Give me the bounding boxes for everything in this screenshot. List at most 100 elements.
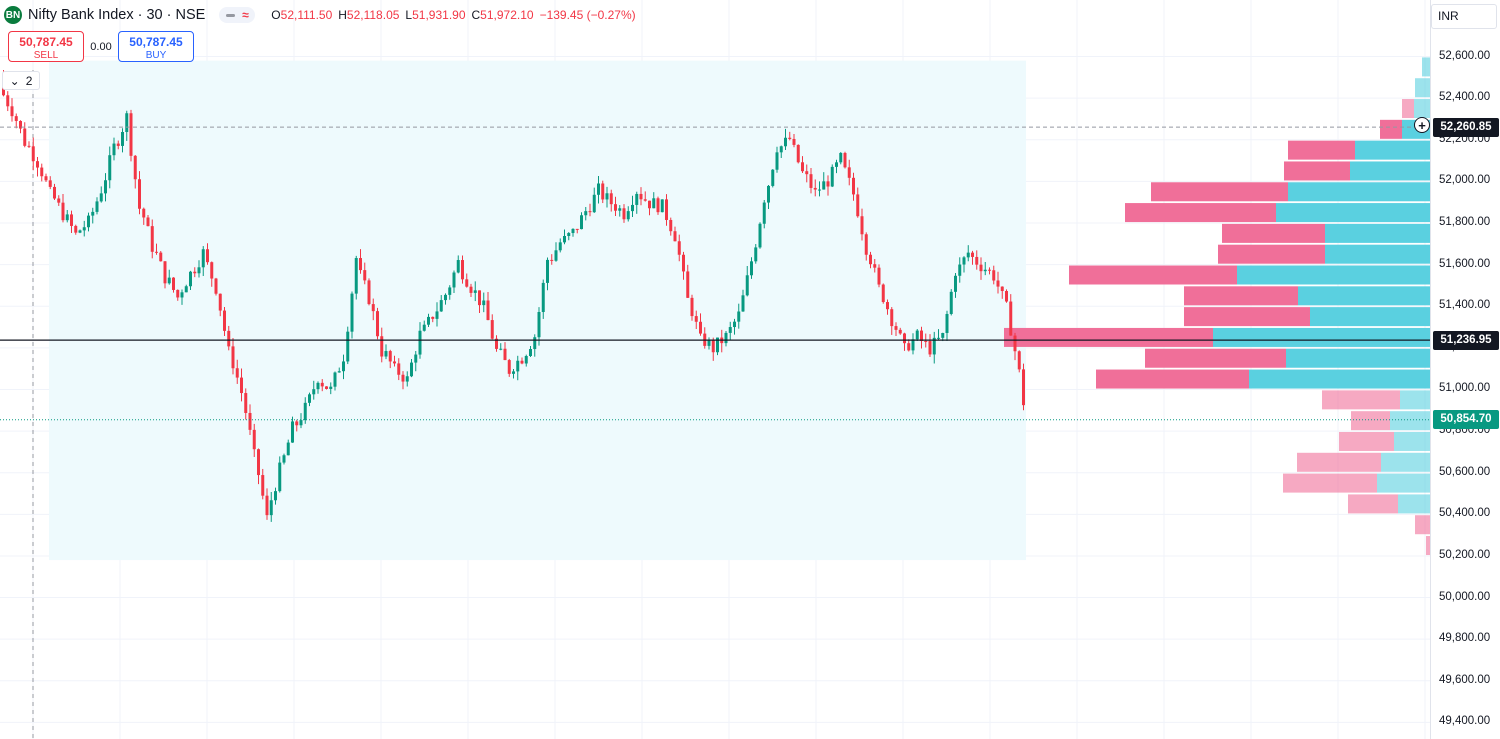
sell-price: 50,787.45 bbox=[19, 35, 73, 49]
price-axis[interactable]: 52,600.00 52,400.00 52,200.00 52,000.00 51,8… bbox=[1414, 0, 1500, 739]
ohlc-close: C51,972.10 bbox=[471, 8, 534, 22]
candle-down bbox=[150, 226, 154, 252]
volume-profile-sell-bar bbox=[1151, 182, 1288, 202]
candle-down bbox=[223, 310, 226, 331]
price-chart[interactable] bbox=[0, 0, 1430, 739]
candle-up bbox=[95, 201, 99, 212]
candle-down bbox=[843, 152, 847, 168]
volume-profile-buy-bar bbox=[1286, 348, 1430, 368]
candle-up bbox=[626, 211, 630, 220]
candle-down bbox=[397, 363, 401, 375]
candle-down bbox=[218, 293, 222, 311]
candle-down bbox=[673, 231, 677, 242]
volume-profile-buy-bar bbox=[1276, 203, 1430, 223]
candle-up bbox=[546, 259, 549, 283]
chart-pane[interactable] bbox=[0, 0, 1430, 739]
volume-profile-buy-bar bbox=[1237, 265, 1430, 285]
candle-down bbox=[992, 270, 996, 281]
candle-down bbox=[31, 146, 35, 162]
candle-up bbox=[750, 261, 753, 276]
volume-profile-sell-bar bbox=[1415, 515, 1430, 535]
candle-down bbox=[486, 300, 490, 321]
candle-up bbox=[299, 420, 303, 426]
price-tag[interactable]: 51,236.95 bbox=[1433, 330, 1499, 350]
candle-down bbox=[1005, 291, 1008, 302]
candle-up bbox=[660, 199, 664, 213]
candle-down bbox=[146, 217, 150, 227]
indicators-toggle[interactable]: ⌄ 2 bbox=[2, 71, 40, 90]
candle-down bbox=[788, 137, 792, 139]
candle-down bbox=[881, 284, 885, 303]
candle-up bbox=[189, 271, 192, 287]
volume-profile-sell-bar bbox=[1096, 369, 1249, 389]
volume-profile-sell-bar bbox=[1284, 161, 1350, 181]
candle-up bbox=[652, 198, 656, 209]
market-status[interactable]: ≈ bbox=[219, 7, 256, 23]
candle-down bbox=[826, 181, 830, 187]
symbol-title[interactable]: Nifty Bank Index · 30 · NSE bbox=[28, 7, 206, 23]
price-tick-label: 50,200.00 bbox=[1439, 548, 1491, 561]
candle-down bbox=[860, 216, 864, 235]
volume-profile-sell-bar bbox=[1125, 203, 1276, 223]
candle-up bbox=[983, 269, 987, 272]
candle-up bbox=[333, 372, 337, 387]
candle-up bbox=[405, 376, 409, 382]
volume-profile-buy-bar bbox=[1249, 369, 1430, 389]
candle-down bbox=[359, 258, 362, 271]
candle-down bbox=[928, 341, 932, 355]
candle-up bbox=[754, 247, 758, 262]
candle-down bbox=[682, 254, 685, 272]
candle-up bbox=[635, 193, 639, 205]
candle-down bbox=[74, 225, 78, 233]
candle-down bbox=[550, 259, 554, 261]
price-tick-label: 52,000.00 bbox=[1439, 174, 1491, 187]
candle-up bbox=[125, 113, 129, 132]
price-tag[interactable]: 50,854.70 bbox=[1433, 410, 1499, 430]
candle-down bbox=[14, 116, 18, 121]
candle-down bbox=[461, 260, 464, 280]
candle-down bbox=[495, 338, 498, 349]
candle-down bbox=[856, 194, 860, 217]
price-tag[interactable]: 52,260.85 + bbox=[1414, 116, 1499, 137]
candle-up bbox=[741, 295, 745, 312]
price-tick-label: 51,000.00 bbox=[1439, 382, 1491, 395]
indicator-count: 2 bbox=[25, 73, 33, 88]
volume-profile-sell-bar bbox=[1322, 390, 1400, 410]
candle-up bbox=[707, 340, 711, 346]
candle-down bbox=[1009, 301, 1013, 336]
price-tick-label: 49,400.00 bbox=[1439, 715, 1491, 728]
candle-down bbox=[711, 340, 715, 353]
volume-profile-buy-bar bbox=[1422, 57, 1430, 77]
volume-profile-buy-bar bbox=[1350, 161, 1430, 181]
candle-down bbox=[265, 495, 269, 516]
buy-button[interactable]: 50,787.45 BUY bbox=[118, 31, 194, 62]
candle-up bbox=[592, 194, 596, 213]
candle-up bbox=[410, 362, 413, 377]
candle-up bbox=[716, 337, 719, 353]
candle-down bbox=[431, 316, 435, 319]
candle-down bbox=[155, 251, 158, 253]
buy-price: 50,787.45 bbox=[129, 35, 183, 49]
candle-down bbox=[36, 161, 39, 168]
volume-profile-sell-bar bbox=[1297, 452, 1381, 472]
volume-profile-sell-bar bbox=[1184, 286, 1298, 306]
volume-profile-sell-bar bbox=[1004, 327, 1213, 347]
candle-down bbox=[639, 193, 643, 200]
candle-up bbox=[342, 361, 345, 372]
candle-up bbox=[197, 267, 201, 274]
volume-profile-buy-bar bbox=[1394, 431, 1430, 451]
symbol-logo[interactable]: BN bbox=[4, 6, 22, 24]
candle-down bbox=[176, 289, 180, 298]
candle-up bbox=[312, 389, 316, 395]
symbol-legend: BN Nifty Bank Index · 30 · NSE ≈ O52,111… bbox=[4, 4, 636, 26]
volume-profile-sell-bar bbox=[1288, 140, 1355, 160]
candle-down bbox=[996, 280, 1000, 287]
candle-down bbox=[813, 187, 817, 190]
add-alert-plus-icon[interactable]: + bbox=[1414, 116, 1430, 133]
sell-button[interactable]: 50,787.45 SELL bbox=[8, 31, 84, 62]
currency-selector[interactable]: INR bbox=[1431, 4, 1497, 29]
volume-profile-buy-bar bbox=[1325, 223, 1430, 243]
candle-up bbox=[316, 382, 320, 390]
candle-up bbox=[767, 185, 770, 203]
volume-profile-buy-bar bbox=[1213, 327, 1430, 347]
